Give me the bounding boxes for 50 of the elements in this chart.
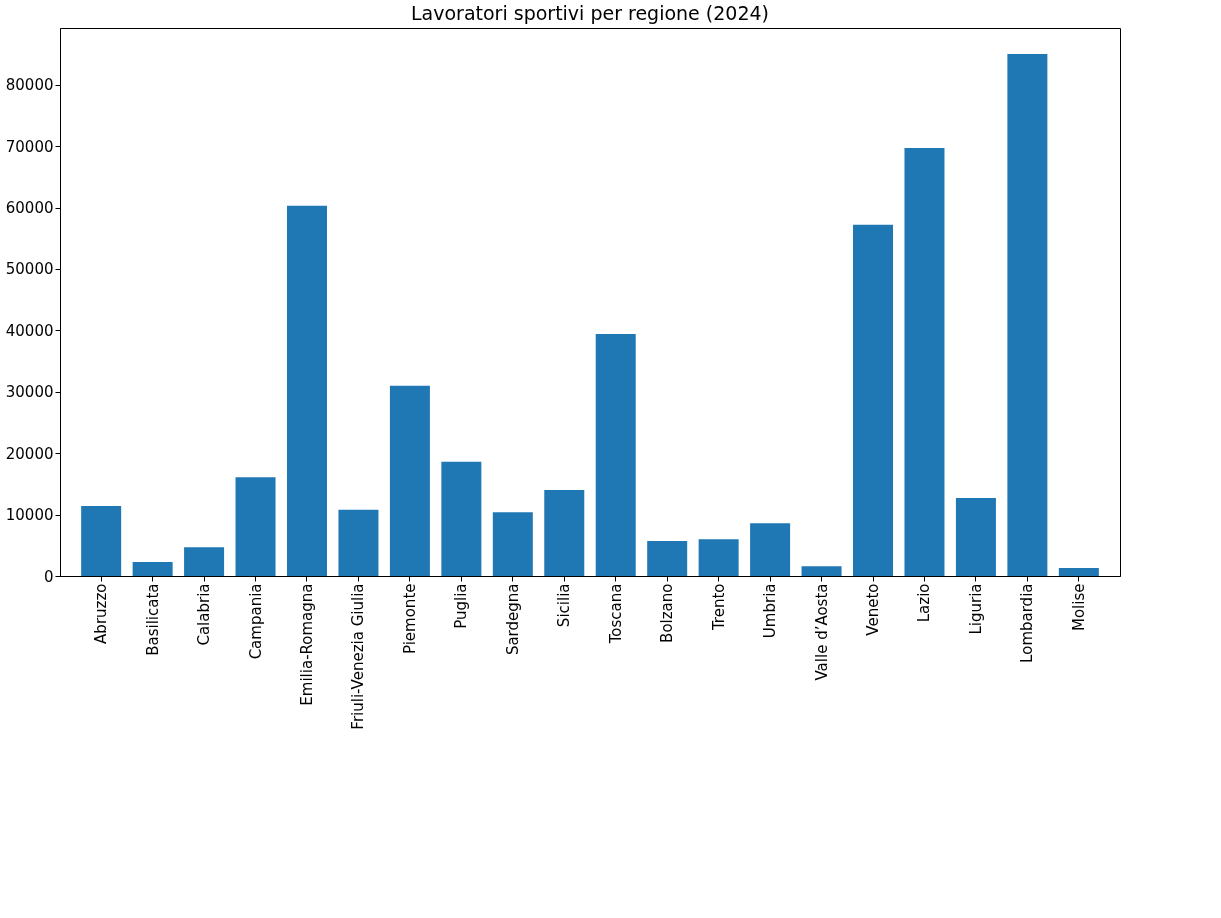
x-tick-label: Trento [709, 583, 728, 632]
bar [184, 547, 225, 576]
bar [904, 148, 945, 576]
y-tick-label: 50000 [5, 260, 54, 279]
bar [801, 566, 842, 576]
y-tick-label: 30000 [5, 383, 54, 402]
y-tick-label: 20000 [5, 444, 54, 463]
x-tick-label: Piemonte [400, 583, 419, 655]
bar [441, 461, 482, 576]
bar [595, 334, 636, 576]
chart-title: Lavoratori sportivi per regione (2024) [410, 2, 770, 24]
x-tick-label: Veneto [864, 583, 883, 636]
x-tick-label: Emilia-Romagna [297, 583, 316, 706]
y-tick-label: 10000 [5, 506, 54, 525]
bar [750, 523, 791, 576]
y-tick-label: 0 [43, 567, 54, 586]
x-tick-label: Umbria [761, 583, 780, 639]
bar [286, 205, 327, 576]
y-tick-label: 70000 [5, 137, 54, 156]
bar [955, 498, 996, 576]
x-tick-label: Calabria [195, 583, 214, 646]
x-tick-label: Molise [1069, 583, 1088, 631]
x-tick-label: Sicilia [555, 583, 574, 628]
x-tick-label: Liguria [966, 583, 985, 635]
bar [338, 509, 379, 576]
x-tick-label: Campania [246, 583, 265, 660]
x-tick-label: Bolzano [658, 583, 677, 643]
bar [81, 506, 122, 576]
x-tick-label: Valle d’Aosta [812, 583, 831, 681]
bar [132, 561, 173, 576]
bar [647, 541, 688, 576]
x-tick-label: Puglia [452, 583, 471, 629]
x-tick-label: Friuli-Venezia Giulia [349, 583, 368, 730]
bar [853, 224, 894, 576]
x-tick-label: Abruzzo [92, 583, 111, 644]
bar [235, 477, 276, 576]
y-tick-label: 80000 [5, 76, 54, 95]
x-tick-label: Lazio [915, 583, 934, 623]
bar [544, 490, 585, 576]
x-tick-label: Lombardia [1018, 583, 1037, 663]
bar [698, 539, 739, 576]
bar [492, 512, 533, 576]
bar [1007, 54, 1048, 576]
y-tick-label: 60000 [5, 199, 54, 218]
y-tick-label: 40000 [5, 321, 54, 340]
x-tick-label: Basilicata [143, 583, 162, 656]
x-tick-label: Sardegna [503, 583, 522, 656]
bar [389, 385, 430, 576]
bar [1058, 568, 1099, 576]
x-tick-label: Toscana [606, 583, 625, 645]
